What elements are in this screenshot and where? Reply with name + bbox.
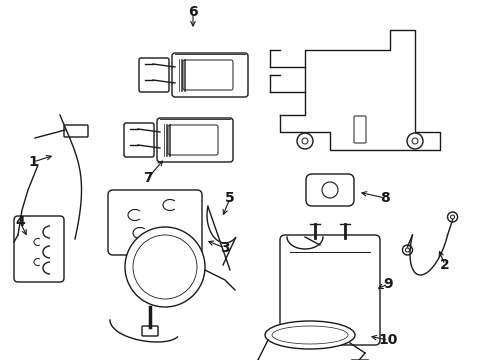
FancyBboxPatch shape (183, 60, 233, 90)
FancyBboxPatch shape (14, 216, 64, 282)
FancyBboxPatch shape (172, 53, 248, 97)
Circle shape (302, 138, 308, 144)
Circle shape (322, 182, 338, 198)
Circle shape (405, 248, 410, 252)
Circle shape (402, 245, 413, 255)
Text: 7: 7 (143, 171, 153, 185)
FancyBboxPatch shape (280, 235, 380, 345)
FancyBboxPatch shape (108, 190, 202, 255)
FancyBboxPatch shape (306, 174, 354, 206)
FancyBboxPatch shape (142, 326, 158, 336)
Circle shape (407, 133, 423, 149)
Text: 6: 6 (188, 5, 198, 19)
FancyBboxPatch shape (64, 125, 88, 137)
FancyBboxPatch shape (124, 123, 154, 157)
Text: 4: 4 (15, 215, 25, 229)
Circle shape (125, 227, 205, 307)
Circle shape (412, 138, 418, 144)
Text: 9: 9 (383, 277, 393, 291)
Circle shape (450, 215, 455, 219)
Text: 8: 8 (380, 191, 390, 205)
Text: 10: 10 (378, 333, 398, 347)
Ellipse shape (265, 321, 355, 349)
Text: 3: 3 (220, 241, 230, 255)
FancyBboxPatch shape (157, 118, 233, 162)
Circle shape (297, 133, 313, 149)
Text: 5: 5 (225, 191, 235, 205)
Text: 1: 1 (28, 155, 38, 169)
FancyBboxPatch shape (168, 125, 218, 155)
FancyBboxPatch shape (139, 58, 169, 92)
Circle shape (447, 212, 458, 222)
FancyBboxPatch shape (354, 116, 366, 143)
Text: 2: 2 (440, 258, 450, 272)
